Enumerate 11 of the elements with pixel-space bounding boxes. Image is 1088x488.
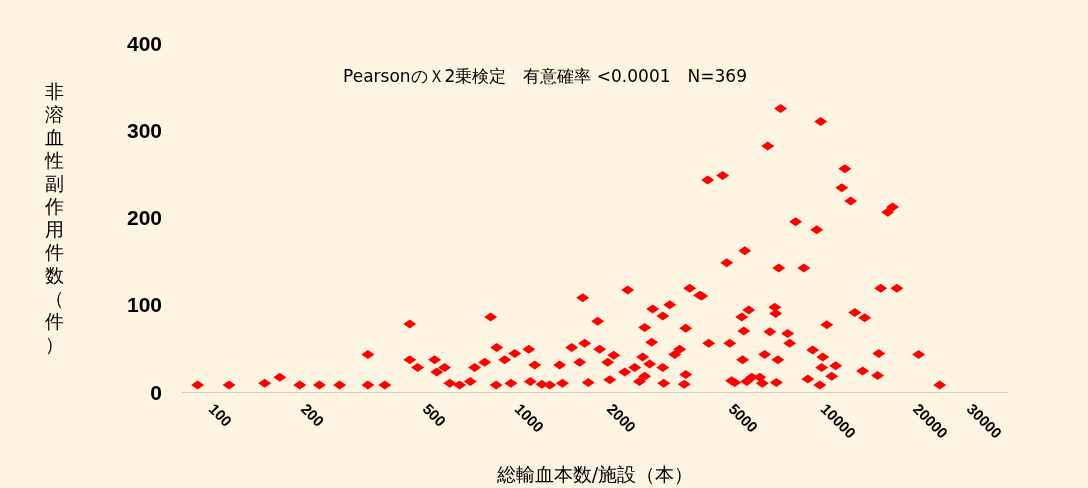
x-tick-label: 200 bbox=[297, 399, 328, 430]
x-tick-label: 100 bbox=[205, 399, 236, 430]
text: 非溶血性副作用件数（件） bbox=[45, 80, 64, 355]
x-axis-title: 総輸血本数/施設（本） bbox=[495, 462, 694, 485]
y-tick-label: 400 bbox=[126, 31, 162, 55]
y-tick-label: 0 bbox=[150, 380, 162, 404]
y-tick-label: 100 bbox=[126, 293, 162, 317]
text: PearsonのＸ2乗検定 有意確率 <0.0001 N=369 bbox=[343, 65, 747, 86]
x-tick-label: 500 bbox=[419, 399, 450, 430]
y-tick-label: 300 bbox=[126, 118, 162, 142]
y-tick-label: 200 bbox=[126, 206, 162, 229]
